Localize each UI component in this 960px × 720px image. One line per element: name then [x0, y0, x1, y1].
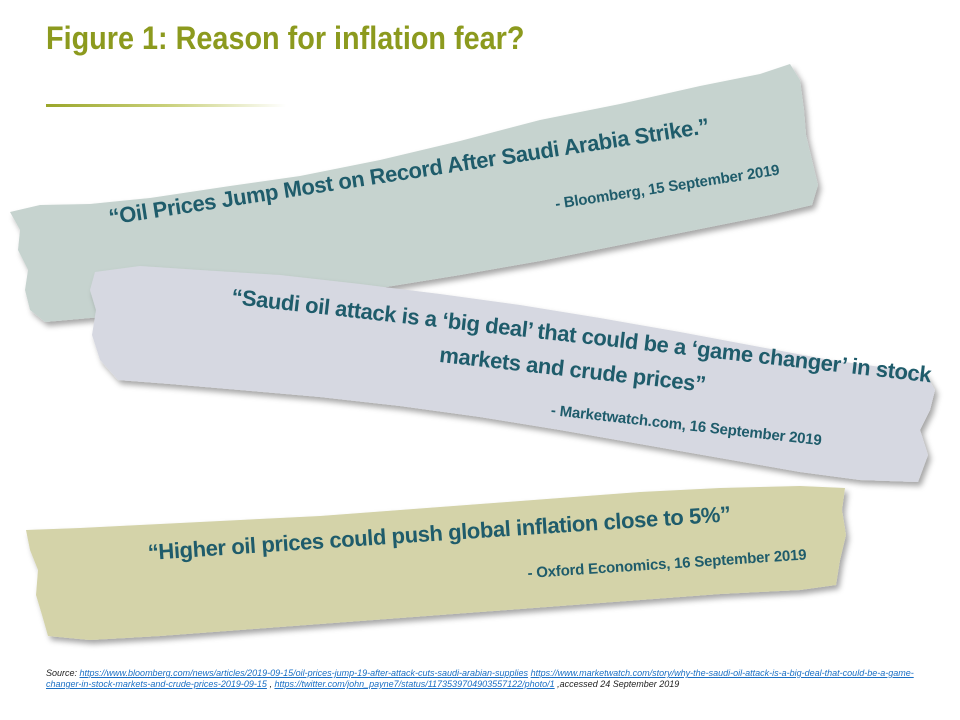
quote-strip-oxford — [26, 486, 846, 640]
quote-strip-marketwatch — [90, 266, 935, 482]
source-separator: , — [266, 679, 275, 689]
source-link-marketwatch[interactable]: https://www.marketwatch.com/story/why-th… — [46, 668, 914, 689]
source-footnote: Source: https://www.bloomberg.com/news/a… — [46, 668, 926, 690]
slide-title: Figure 1: Reason for inflation fear? — [46, 20, 525, 56]
title-underline — [46, 104, 286, 107]
quote-strip-bloomberg — [10, 64, 818, 322]
source-prefix: Source: — [46, 668, 80, 678]
source-link-twitter[interactable]: https://twitter.com/john_payne7/status/1… — [274, 679, 555, 689]
source-suffix: ,accessed 24 September 2019 — [554, 679, 680, 689]
source-link-bloomberg[interactable]: https://www.bloomberg.com/news/articles/… — [79, 668, 529, 678]
